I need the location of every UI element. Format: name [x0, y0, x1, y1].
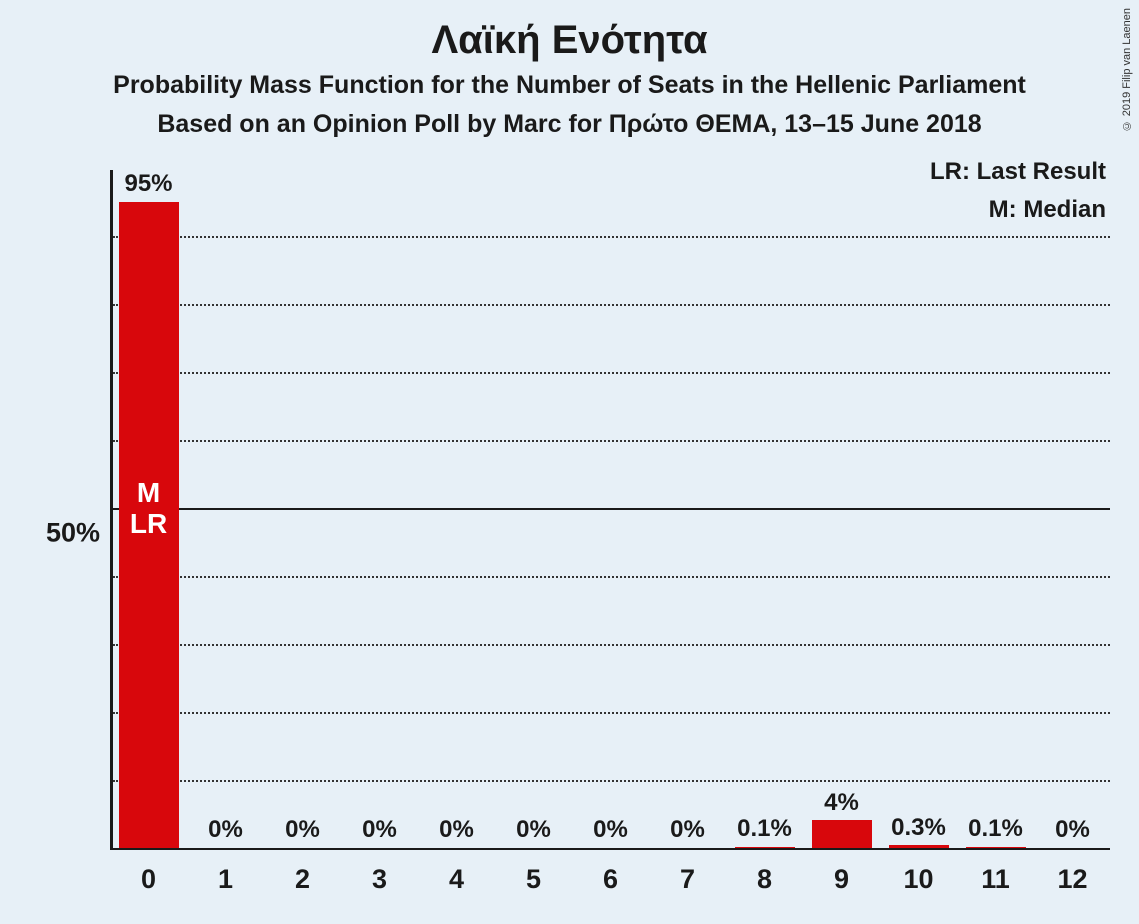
x-axis-label-2: 2: [295, 864, 310, 895]
bar-value-label-5: 0%: [516, 816, 551, 844]
legend-median: M: Median: [989, 196, 1106, 224]
fifty-percent-line: [113, 508, 1110, 511]
plot-area: 95%0%0%0%0%0%0%0%0.1%4%0.3%0.1%0%MLR LR:…: [110, 170, 1110, 850]
bar-value-label-12: 0%: [1055, 816, 1090, 844]
y-axis-line: [110, 170, 113, 850]
bar-10: [889, 845, 949, 847]
bar-value-label-6: 0%: [593, 816, 628, 844]
x-axis-label-3: 3: [372, 864, 387, 895]
legend-last-result: LR: Last Result: [930, 158, 1106, 186]
x-axis-label-5: 5: [526, 864, 541, 895]
x-axis-label-10: 10: [903, 864, 933, 895]
annotation-m: M: [130, 478, 167, 509]
bar-value-label-3: 0%: [362, 816, 397, 844]
bar-11: [966, 847, 1026, 848]
x-axis-label-4: 4: [449, 864, 464, 895]
chart-title: Λαϊκή Ενότητα: [0, 0, 1139, 63]
x-axis-label-1: 1: [218, 864, 233, 895]
bar-value-label-1: 0%: [208, 816, 243, 844]
bar-value-label-11: 0.1%: [968, 815, 1023, 843]
gridline: [113, 644, 1110, 646]
x-axis-label-9: 9: [834, 864, 849, 895]
x-axis-line: [110, 848, 1110, 851]
gridline: [113, 372, 1110, 374]
gridline: [113, 780, 1110, 782]
bar-value-label-4: 0%: [439, 816, 474, 844]
annotation-lr: LR: [130, 509, 167, 540]
gridline: [113, 576, 1110, 578]
gridline: [113, 236, 1110, 238]
bar-value-label-10: 0.3%: [891, 814, 946, 842]
x-axis-label-8: 8: [757, 864, 772, 895]
y-axis-label-50: 50%: [40, 518, 100, 549]
bar-8: [735, 847, 795, 848]
x-axis-label-11: 11: [981, 864, 1010, 895]
chart-subtitle-1: Probability Mass Function for the Number…: [0, 63, 1139, 100]
copyright-text: © 2019 Filip van Laenen: [1121, 8, 1133, 131]
bar-value-label-9: 4%: [824, 789, 859, 817]
gridline: [113, 712, 1110, 714]
chart-container: 95%0%0%0%0%0%0%0%0.1%4%0.3%0.1%0%MLR LR:…: [40, 170, 1120, 890]
bar-value-label-7: 0%: [670, 816, 705, 844]
bar-9: [812, 820, 872, 847]
gridline: [113, 304, 1110, 306]
chart-subtitle-2: Based on an Opinion Poll by Marc for Πρώ…: [0, 100, 1139, 139]
gridline: [113, 440, 1110, 442]
bar-value-label-2: 0%: [285, 816, 320, 844]
x-axis-label-6: 6: [603, 864, 618, 895]
x-axis-label-7: 7: [680, 864, 695, 895]
bar-annotation-median-lr: MLR: [130, 478, 167, 540]
x-axis-label-12: 12: [1057, 864, 1087, 895]
bar-value-label-0: 95%: [124, 170, 172, 198]
x-axis-label-0: 0: [141, 864, 156, 895]
bar-value-label-8: 0.1%: [737, 815, 792, 843]
